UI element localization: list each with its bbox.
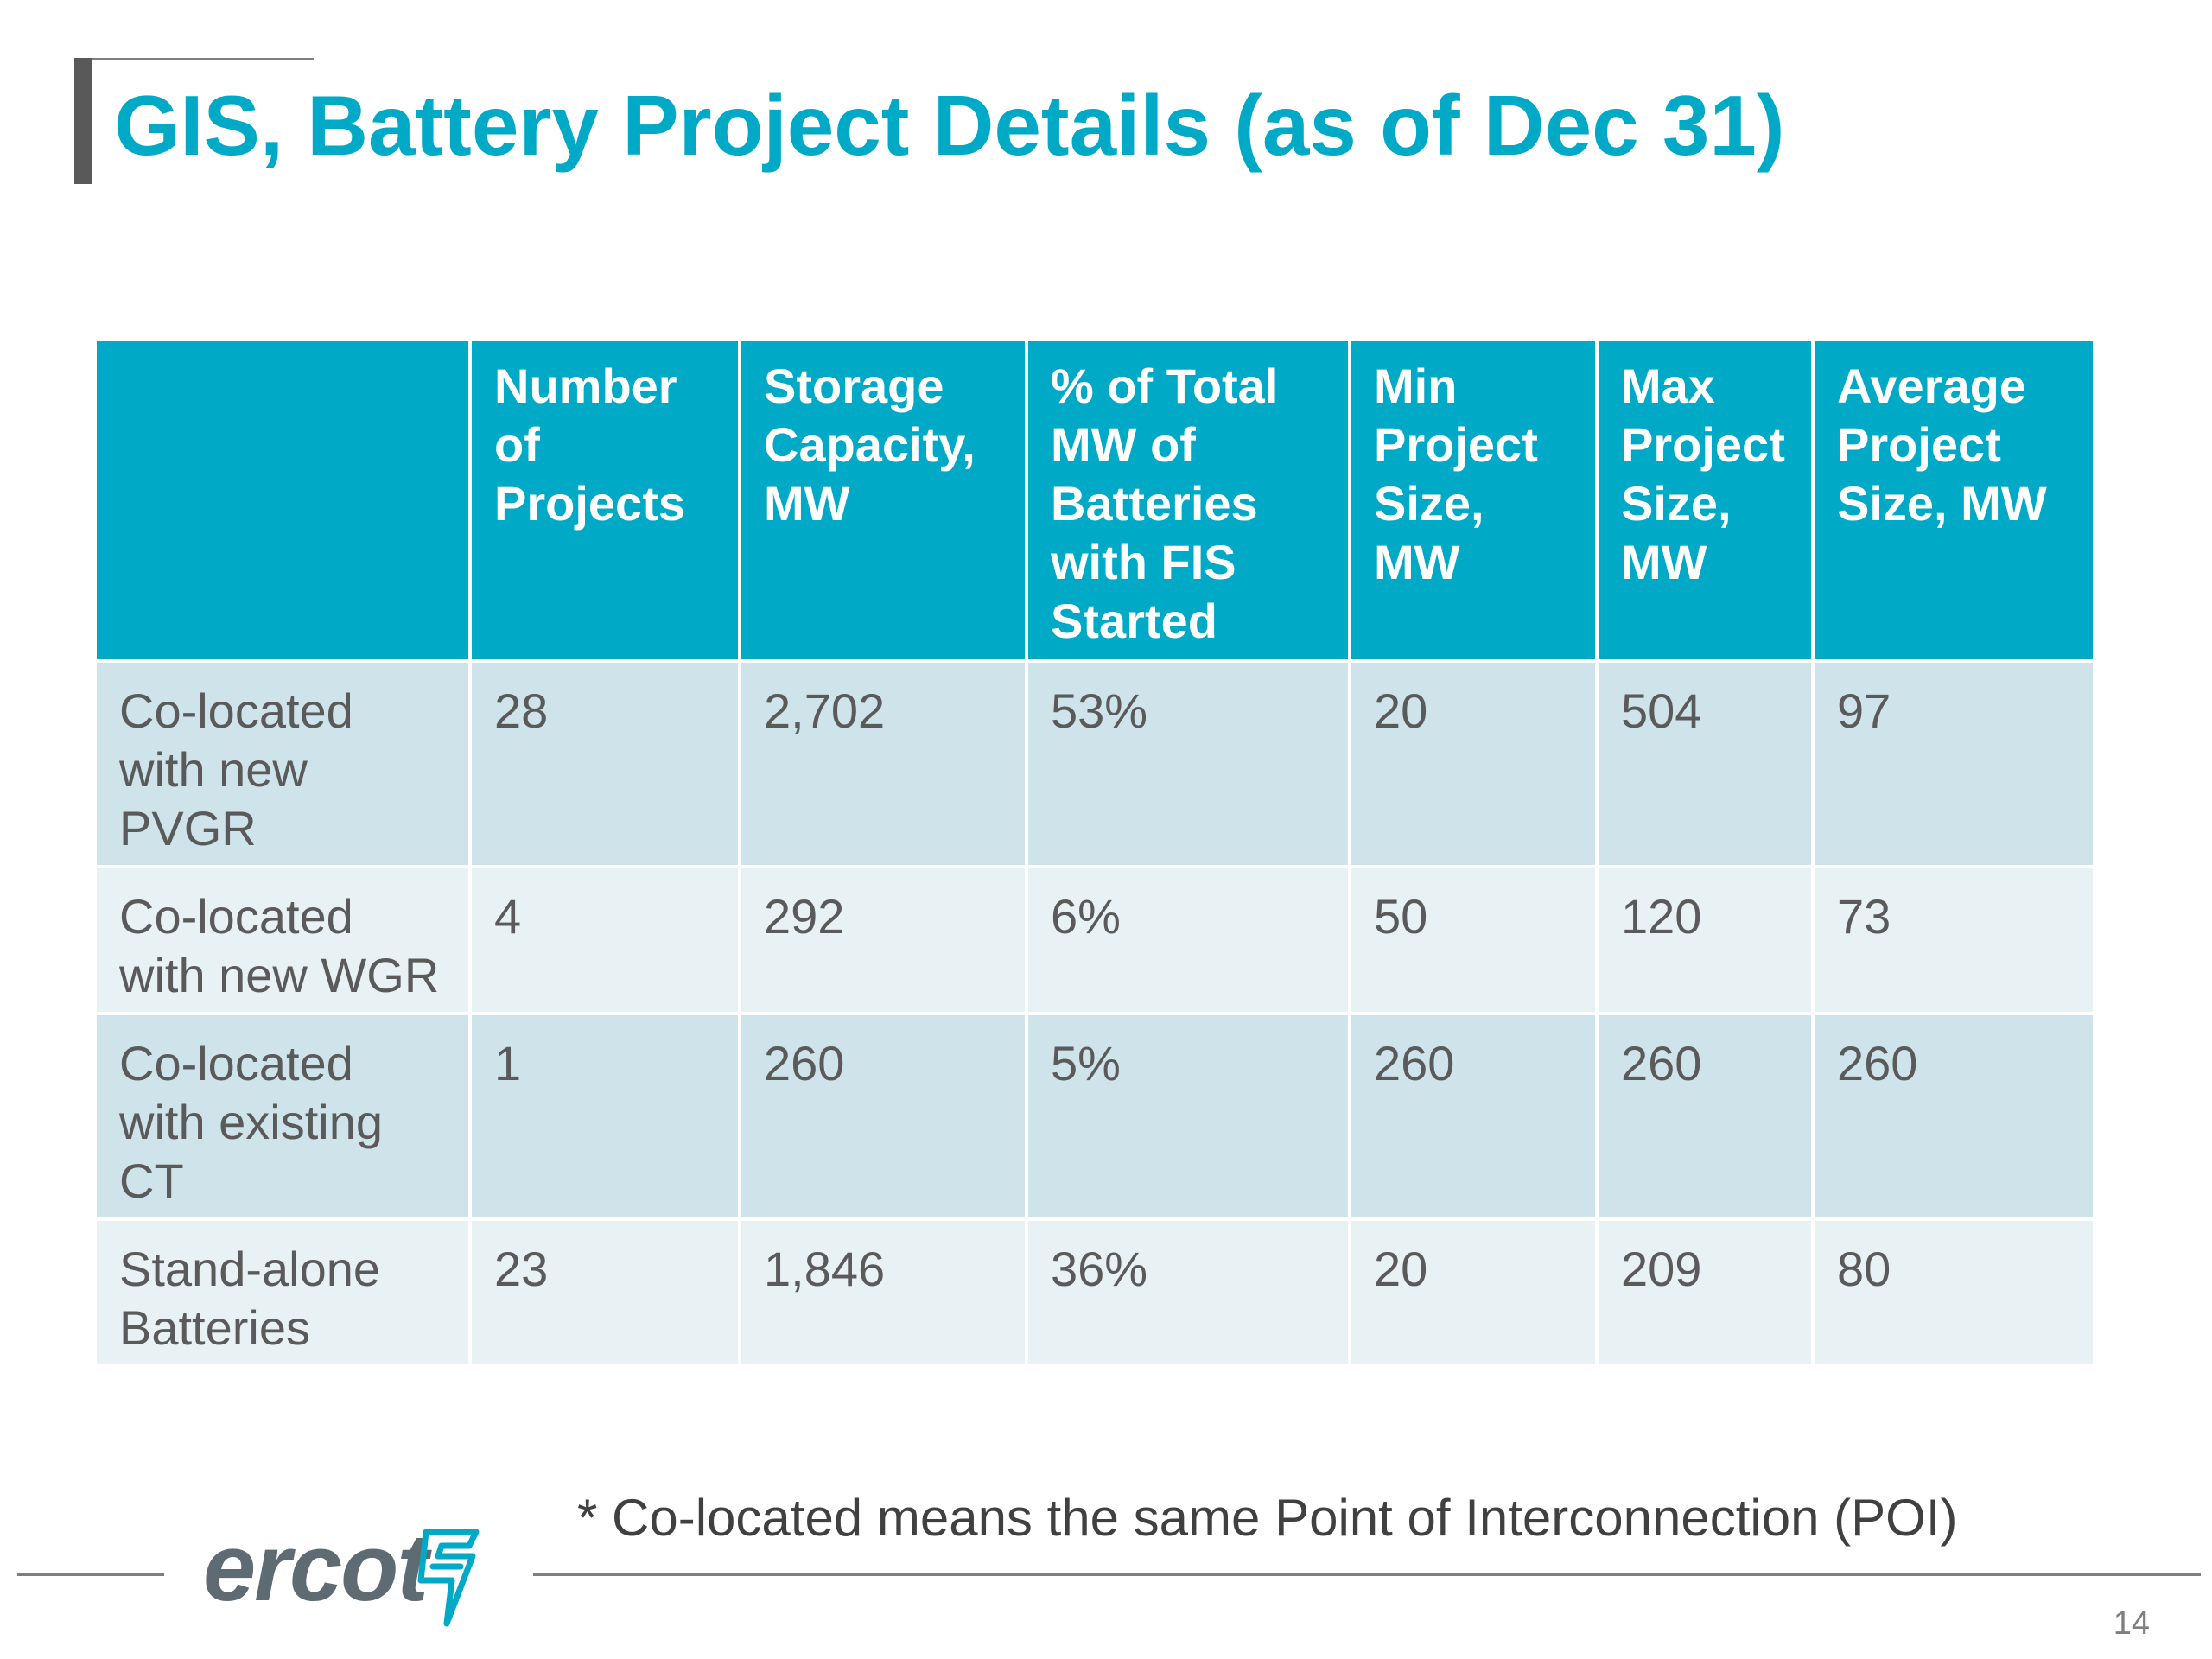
header-cell-storage-capacity: Storage Capacity, MW [738, 338, 1028, 663]
table-row: Co-located with existing CT 1 260 5% 260… [93, 1012, 2096, 1221]
table-cell: 20 [1348, 659, 1599, 868]
table-cell: 260 [1595, 1012, 1815, 1221]
table-cell: 260 [738, 1012, 1028, 1221]
page-title: GIS, Battery Project Details (as of Dec … [114, 78, 1785, 173]
header-cell-max-project-size: Max Project Size, MW [1595, 338, 1815, 663]
table-cell: 260 [1811, 1012, 2096, 1221]
table-cell: 73 [1811, 865, 2096, 1015]
table-cell: 4 [468, 865, 741, 1015]
header-cell-blank [93, 338, 472, 663]
logo-wordmark: ercot [203, 1515, 429, 1621]
footnote: * Co-located means the same Point of Int… [577, 1489, 1958, 1547]
battery-project-table: Number of Projects Storage Capacity, MW … [93, 338, 2096, 1368]
table-cell: 80 [1811, 1217, 2096, 1368]
table-cell: 292 [738, 865, 1028, 1015]
row-label-cell: Co-located with new PVGR [93, 659, 472, 868]
table-cell: 23 [468, 1217, 741, 1368]
table-cell: 260 [1348, 1012, 1599, 1221]
table-cell: 1 [468, 1012, 741, 1221]
page-number: 14 [2113, 1605, 2150, 1642]
table-cell: 209 [1595, 1217, 1815, 1368]
table-cell: 28 [468, 659, 741, 868]
table-cell: 5% [1025, 1012, 1351, 1221]
table-cell: 36% [1025, 1217, 1351, 1368]
table-cell: 53% [1025, 659, 1351, 868]
table-cell: 20 [1348, 1217, 1599, 1368]
footer-rule-right [533, 1573, 2201, 1576]
header-cell-percent-total-mw: % of Total MW of Batteries with FIS Star… [1025, 338, 1351, 663]
ercot-logo: ercot [203, 1516, 497, 1637]
row-label-cell: Stand-alone Batteries [93, 1217, 472, 1368]
header-cell-number-of-projects: Number of Projects [468, 338, 741, 663]
table-row: Co-located with new PVGR 28 2,702 53% 20… [93, 659, 2096, 868]
title-accent-bar [74, 58, 92, 184]
table-cell: 50 [1348, 865, 1599, 1015]
table-cell: 504 [1595, 659, 1815, 868]
footer-rule-left [17, 1573, 164, 1576]
lightning-bolt-icon [417, 1529, 480, 1627]
title-top-rule [74, 58, 314, 60]
table-row: Co-located with new WGR 4 292 6% 50 120 … [93, 865, 2096, 1015]
row-label-cell: Co-located with new WGR [93, 865, 472, 1015]
table-row: Stand-alone Batteries 23 1,846 36% 20 20… [93, 1217, 2096, 1368]
row-label-cell: Co-located with existing CT [93, 1012, 472, 1221]
header-cell-average-project-size: Average Project Size, MW [1811, 338, 2096, 663]
table-cell: 6% [1025, 865, 1351, 1015]
header-cell-min-project-size: Min Project Size, MW [1348, 338, 1599, 663]
table-cell: 97 [1811, 659, 2096, 868]
table-cell: 1,846 [738, 1217, 1028, 1368]
table-cell: 2,702 [738, 659, 1028, 868]
table-cell: 120 [1595, 865, 1815, 1015]
table-header-row: Number of Projects Storage Capacity, MW … [93, 338, 2096, 663]
